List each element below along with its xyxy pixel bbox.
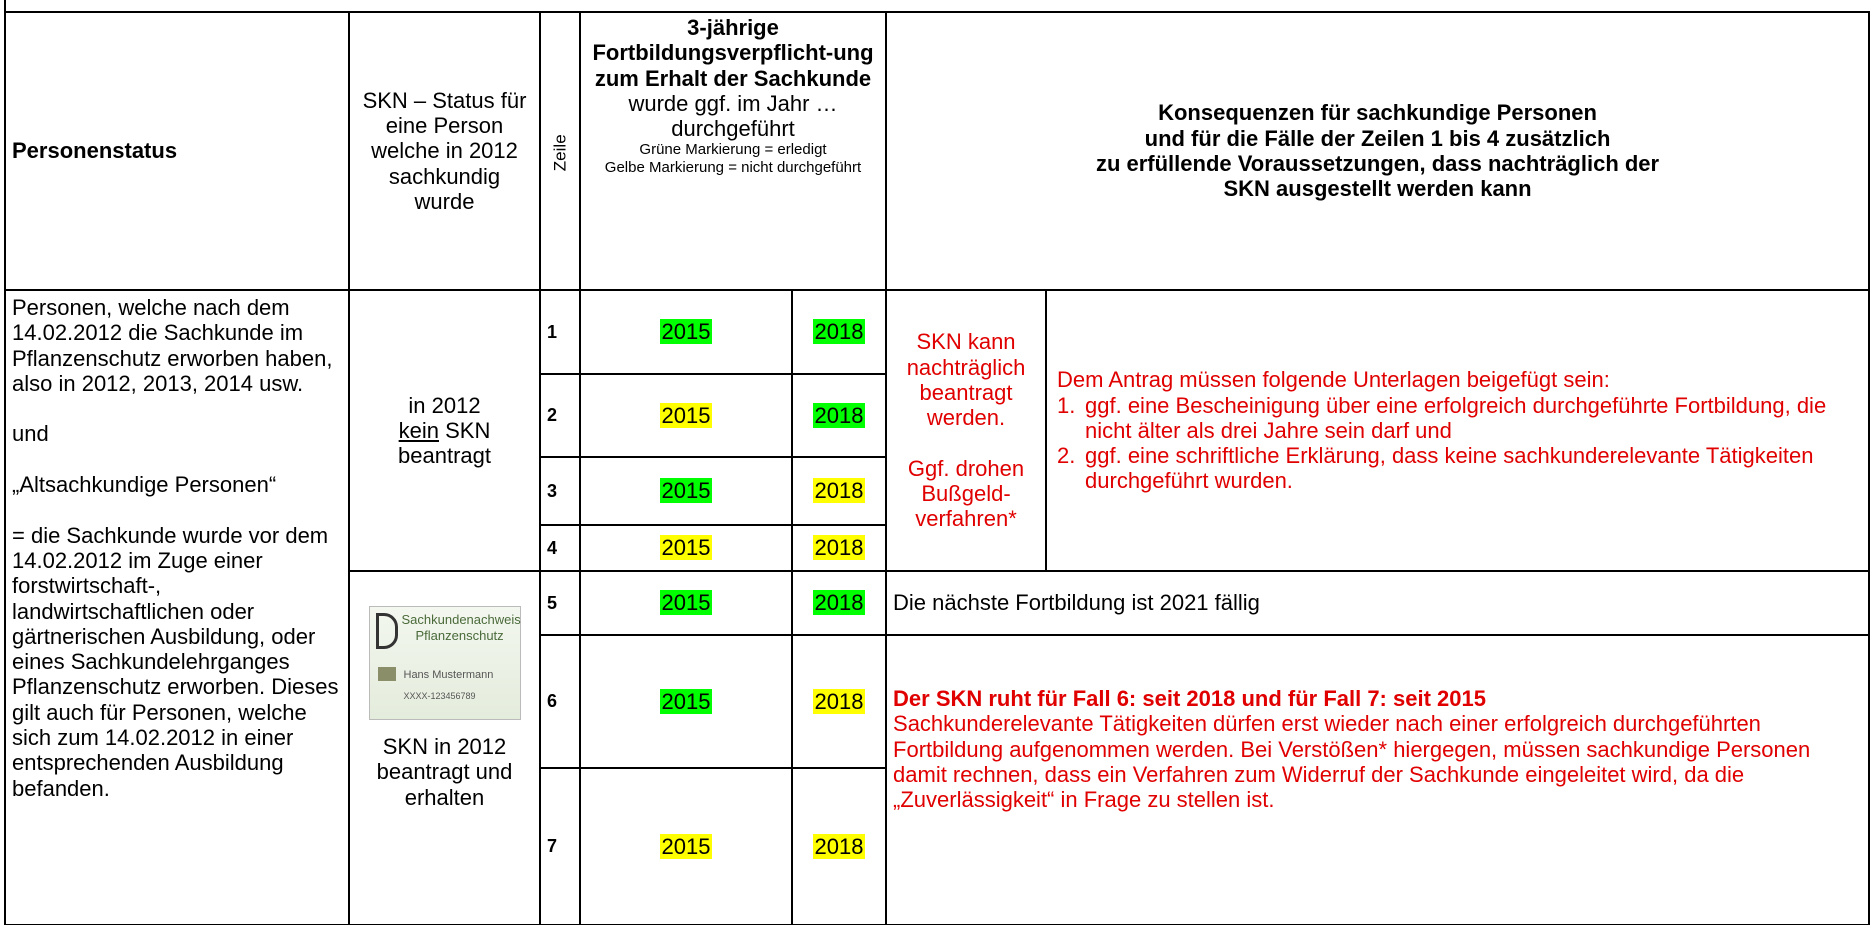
page: { "header": { "col1": "Personenstatus", … (0, 0, 1872, 925)
header-note: Grüne Markierung = erledigt (587, 141, 879, 158)
status-para: = die Sachkunde wurde vor dem 14.02.2012… (12, 523, 342, 801)
header-cell: 3-jährige Fortbildungsverpflicht-ung zum… (580, 12, 886, 290)
status-cell: Personen, welche nach dem 14.02.2012 die… (5, 290, 349, 925)
header-cell: Personenstatus (5, 12, 349, 290)
header-text: 3-jährige Fortbildungsverpflicht-ung zum… (592, 15, 873, 91)
consequence-cell: Die nächste Fortbildung ist 2021 fällig (886, 571, 1869, 635)
year-cell: 2018 (792, 635, 886, 768)
year-cell: 2015 (580, 457, 792, 525)
row: Personen, welche nach dem 14.02.2012 die… (5, 290, 1869, 374)
year-cell: 2015 (580, 290, 792, 374)
year: 2018 (813, 535, 866, 560)
zeile: 7 (540, 768, 580, 925)
card-name: Hans Mustermann (404, 669, 494, 682)
skn-card: Sachkundenachweis Pflanzenschutz Hans Mu… (369, 606, 521, 720)
header-line: Konsequenzen für sachkundige Personen (893, 100, 1862, 125)
status-para: „Altsachkundige Personen“ (12, 472, 342, 497)
year: 2018 (813, 478, 866, 503)
year: 2015 (660, 590, 713, 615)
year: 2015 (660, 535, 713, 560)
year: 2015 (660, 834, 713, 859)
year-cell: 2015 (580, 768, 792, 925)
consequence-text: Die nächste Fortbildung ist 2021 fällig (893, 590, 1260, 615)
group-text: kein (399, 418, 439, 443)
list-item: 1.ggf. eine Bescheinigung über eine erfo… (1057, 393, 1862, 444)
consequence-bold: Der SKN ruht für Fall 6: seit 2018 und f… (893, 686, 1486, 711)
year: 2015 (660, 319, 713, 344)
header-line: SKN ausgestellt werden kann (893, 176, 1862, 201)
year-cell: 2018 (792, 374, 886, 457)
zeile: 1 (540, 290, 580, 374)
header-line: zu erfüllende Voraussetzungen, dass nach… (893, 151, 1862, 176)
card-logo (376, 613, 398, 649)
page-body: Personenstatus SKN – Status für eine Per… (0, 0, 1872, 925)
status-para: Personen, welche nach dem 14.02.2012 die… (12, 295, 342, 396)
consequence-text: SKN kann nachträglich beantragt werden. (893, 329, 1039, 430)
header-text: Zeile (550, 135, 570, 172)
zeile: 3 (540, 457, 580, 525)
consequence-cell: Der SKN ruht für Fall 6: seit 2018 und f… (886, 635, 1869, 925)
header-text: wurde ggf. im Jahr … durchgeführt (628, 91, 837, 141)
header-text: SKN – Status für eine Person welche in 2… (363, 88, 527, 214)
year: 2018 (813, 403, 866, 428)
header-text: Personenstatus (12, 138, 177, 163)
header-line: und für die Fälle der Zeilen 1 bis 4 zus… (893, 126, 1862, 151)
year: 2018 (813, 689, 866, 714)
card-title: Sachkundenachweis (402, 613, 521, 628)
year-cell: 2015 (580, 571, 792, 635)
zeile: 6 (540, 635, 580, 768)
zeile: 2 (540, 374, 580, 457)
year: 2018 (813, 319, 866, 344)
list-item: 2.ggf. eine schriftliche Erklärung, dass… (1057, 443, 1862, 494)
card-photo (378, 667, 396, 681)
consequence-text: Dem Antrag müssen folgende Unterlagen be… (1057, 367, 1862, 392)
list-text: ggf. eine schriftliche Erklärung, dass k… (1085, 443, 1862, 494)
consequence-cell: Dem Antrag müssen folgende Unterlagen be… (1046, 290, 1869, 571)
header-cell: SKN – Status für eine Person welche in 2… (349, 12, 540, 290)
zeile: 5 (540, 571, 580, 635)
card-title: Pflanzenschutz (416, 629, 504, 644)
group-cell: in 2012 kein SKN beantragt (349, 290, 540, 571)
year: 2015 (660, 403, 713, 428)
header-note: Gelbe Markierung = nicht durchgeführt (587, 159, 879, 176)
consequence-cell: SKN kann nachträglich beantragt werden. … (886, 290, 1046, 571)
year-cell: 2018 (792, 457, 886, 525)
year-cell: 2015 (580, 374, 792, 457)
header-cell: Konsequenzen für sachkundige Personen un… (886, 12, 1869, 290)
year-cell: 2018 (792, 768, 886, 925)
zeile: 4 (540, 525, 580, 571)
year-cell: 2015 (580, 525, 792, 571)
group-text: in 2012 (356, 393, 533, 418)
header-row: Personenstatus SKN – Status für eine Per… (5, 12, 1869, 290)
year: 2015 (660, 689, 713, 714)
year-cell: 2018 (792, 525, 886, 571)
group-text: SKN in 2012 beantragt und erhalten (356, 734, 533, 810)
list-num: 1. (1057, 393, 1085, 444)
list-text: ggf. eine Bescheinigung über eine erfolg… (1085, 393, 1862, 444)
year: 2018 (813, 590, 866, 615)
year: 2018 (813, 834, 866, 859)
year-cell: 2015 (580, 635, 792, 768)
table: Personenstatus SKN – Status für eine Per… (4, 11, 1870, 925)
year-cell: 2018 (792, 290, 886, 374)
list-num: 2. (1057, 443, 1085, 494)
card-number: XXXX-123456789 (404, 691, 476, 701)
year: 2015 (660, 478, 713, 503)
group-cell: Sachkundenachweis Pflanzenschutz Hans Mu… (349, 571, 540, 925)
year-cell: 2018 (792, 571, 886, 635)
header-cell: Zeile (540, 12, 580, 290)
consequence-text: Ggf. drohen Bußgeld-verfahren* (893, 456, 1039, 532)
consequence-text: Sachkunderelevante Tätigkeiten dürfen er… (893, 711, 1862, 812)
status-para: und (12, 421, 342, 446)
